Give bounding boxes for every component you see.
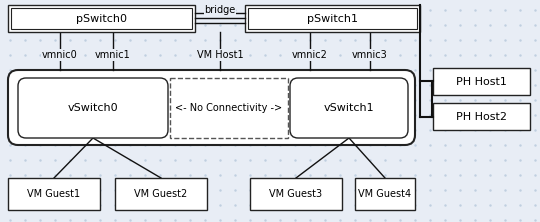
Bar [170,78,288,138]
Text: pSwitch1: pSwitch1 [307,14,358,24]
FancyBboxPatch shape [8,70,415,145]
Text: VM Guest1: VM Guest1 [28,189,80,199]
Text: VM Guest3: VM Guest3 [269,189,322,199]
Bar [245,5,420,32]
Bar [433,68,530,95]
Bar [8,5,195,32]
Text: vmnic2: vmnic2 [292,50,328,60]
Bar [250,178,342,210]
Bar [115,178,207,210]
FancyBboxPatch shape [290,78,408,138]
Bar [355,178,415,210]
Text: <- No Connectivity ->: <- No Connectivity -> [176,103,282,113]
Text: vmnic1: vmnic1 [95,50,131,60]
Bar [433,103,530,130]
Text: vSwitch0: vSwitch0 [68,103,118,113]
Text: vmnic3: vmnic3 [352,50,388,60]
Bar [248,8,417,29]
Text: VM Guest2: VM Guest2 [134,189,187,199]
Bar [11,8,192,29]
Text: PH Host2: PH Host2 [456,111,507,121]
Text: pSwitch0: pSwitch0 [76,14,127,24]
Bar [8,178,100,210]
Text: VM Host1: VM Host1 [197,50,244,60]
Text: vmnic0: vmnic0 [42,50,78,60]
Text: VM Guest4: VM Guest4 [359,189,411,199]
Text: vSwitch1: vSwitch1 [323,103,374,113]
Text: PH Host1: PH Host1 [456,77,507,87]
Text: bridge: bridge [204,5,235,15]
FancyBboxPatch shape [18,78,168,138]
